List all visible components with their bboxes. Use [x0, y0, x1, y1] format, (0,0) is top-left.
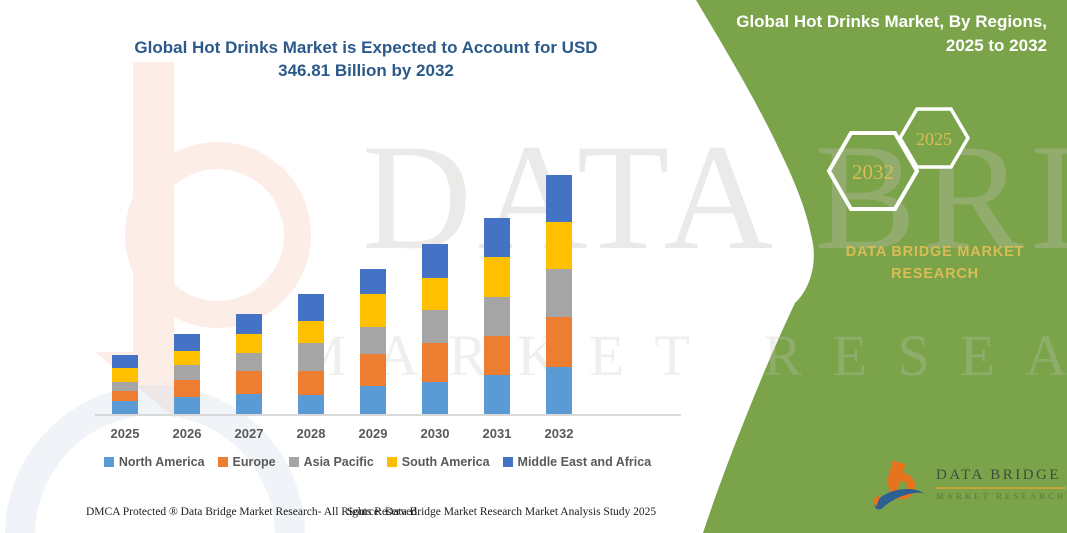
bar-segment-2027-asia-pacific [236, 352, 262, 372]
bar-segment-2025-south-america [112, 368, 138, 382]
bar-segment-2031-south-america [484, 256, 510, 297]
bar-segment-2029-south-america [360, 294, 386, 328]
bar-segment-2032-south-america [546, 221, 572, 270]
chart-title-line2: 346.81 Billion by 2032 [278, 60, 454, 80]
bar-segment-2032-asia-pacific [546, 269, 572, 318]
panel-brand-line2: RESEARCH [891, 266, 979, 283]
data-bridge-logo-icon [872, 460, 925, 510]
bar-segment-2031-middle-east-and-africa [484, 218, 510, 257]
watermark-research-text: MARKET RESEARCH [295, 323, 1067, 388]
bar-2028 [298, 293, 324, 415]
legend-item-asia-pacific: Asia Pacific [288, 455, 374, 469]
bar-segment-2028-asia-pacific [298, 342, 324, 371]
bar-2030 [422, 244, 448, 415]
bar-segment-2030-south-america [422, 277, 448, 310]
bar-segment-2029-asia-pacific [360, 327, 386, 354]
bar-segment-2031-asia-pacific [484, 296, 510, 337]
bar-segment-2025-north-america [112, 401, 138, 415]
bar-2027 [236, 314, 262, 415]
bar-segment-2026-europe [174, 380, 200, 397]
legend-swatch [386, 457, 397, 467]
bar-segment-2031-europe [484, 336, 510, 376]
legend-swatch [502, 457, 513, 467]
panel-heading-line1: Global Hot Drinks Market, By Regions, [736, 12, 1047, 31]
bar-2026 [174, 334, 200, 415]
bar-segment-2028-north-america [298, 395, 324, 415]
chart-legend: North America Europe Asia Pacific South Ame… [85, 455, 670, 469]
logo-name: DATA BRIDGE [936, 467, 1067, 489]
bar-segment-2026-north-america [174, 397, 200, 415]
hexagon-2025-label: 2025 [916, 129, 952, 149]
chart-title-line1: Global Hot Drinks Market is Expected to … [134, 38, 598, 57]
panel-brand-line1: DATA BRIDGE MARKET [845, 244, 1025, 260]
bar-2029 [360, 269, 386, 415]
legend-label: Asia Pacific [303, 455, 374, 469]
bar-segment-2025-asia-pacific [112, 381, 138, 391]
legend-item-north-america: North America [103, 455, 205, 469]
legend-item-south-america: South America [386, 455, 490, 469]
footer-source-text: Source: Data Bridge Market Research Mark… [347, 506, 657, 518]
bar-segment-2030-europe [422, 342, 448, 382]
legend-swatch [217, 457, 228, 467]
hexagon-2032-label: 2032 [852, 160, 894, 184]
data-bridge-logo: DATA BRIDGE MARKET RESEARCH [868, 455, 1067, 523]
bar-segment-2028-europe [298, 371, 324, 395]
bar-segment-2032-middle-east-and-africa [546, 175, 572, 222]
bar-segment-2026-asia-pacific [174, 365, 200, 381]
bar-segment-2029-north-america [360, 385, 386, 415]
year-hexagons: 2032 2025 [826, 107, 971, 211]
footer-dmca-text: DMCA Protected ® Data Bridge Market Rese… [86, 506, 420, 518]
legend-swatch [288, 457, 299, 467]
legend-label: Europe [232, 455, 276, 469]
bar-segment-2029-europe [360, 353, 386, 386]
panel-heading-line2: 2025 to 2032 [945, 35, 1047, 55]
chart-title: Global Hot Drinks Market is Expected to … [80, 37, 652, 83]
x-axis-label-2026: 2026 [172, 426, 202, 441]
bar-segment-2026-middle-east-and-africa [174, 334, 200, 352]
legend-label: South America [401, 455, 490, 469]
x-axis-label-2029: 2029 [358, 426, 388, 441]
bar-segment-2027-north-america [236, 394, 262, 415]
legend-swatch [103, 457, 114, 467]
panel-heading: Global Hot Drinks Market, By Regions, 20… [697, 10, 1047, 58]
x-axis-label-2032: 2032 [544, 426, 574, 441]
bar-segment-2027-europe [236, 371, 262, 395]
x-axis-label-2027: 2027 [234, 426, 264, 441]
bar-segment-2030-asia-pacific [422, 309, 448, 343]
bar-2025 [112, 355, 138, 415]
x-axis-label-2028: 2028 [296, 426, 326, 441]
bar-segment-2028-south-america [298, 321, 324, 343]
hexagon-2032 [826, 131, 920, 211]
bar-segment-2028-middle-east-and-africa [298, 293, 324, 322]
green-panel-shape [696, 0, 1067, 533]
legend-label: North America [118, 455, 205, 469]
bar-segment-2031-north-america [484, 375, 510, 415]
bar-segment-2025-europe [112, 391, 138, 401]
legend-item-middle-east-and-africa: Middle East and Africa [502, 455, 652, 469]
legend-item-europe: Europe [217, 455, 276, 469]
legend-label: Middle East and Africa [517, 455, 652, 469]
x-axis-label-2030: 2030 [420, 426, 450, 441]
bar-2032 [546, 175, 572, 415]
bar-segment-2025-middle-east-and-africa [112, 355, 138, 369]
panel-brand-name: DATA BRIDGE MARKET RESEARCH [840, 241, 1030, 286]
x-axis-line [95, 414, 681, 416]
bar-segment-2032-north-america [546, 367, 572, 415]
hexagon-2025 [897, 107, 971, 169]
bar-2031 [484, 218, 510, 415]
bar-segment-2030-middle-east-and-africa [422, 244, 448, 278]
bar-segment-2032-europe [546, 317, 572, 367]
x-axis-label-2031: 2031 [482, 426, 512, 441]
logo-subtext: MARKET RESEARCH [936, 491, 1067, 501]
logo-text-block: DATA BRIDGE MARKET RESEARCH [936, 467, 1067, 501]
bar-segment-2027-south-america [236, 333, 262, 353]
bar-segment-2026-south-america [174, 351, 200, 366]
bar-segment-2029-middle-east-and-africa [360, 269, 386, 295]
x-axis-label-2025: 2025 [110, 426, 140, 441]
bar-segment-2030-north-america [422, 381, 448, 415]
bar-segment-2027-middle-east-and-africa [236, 314, 262, 334]
